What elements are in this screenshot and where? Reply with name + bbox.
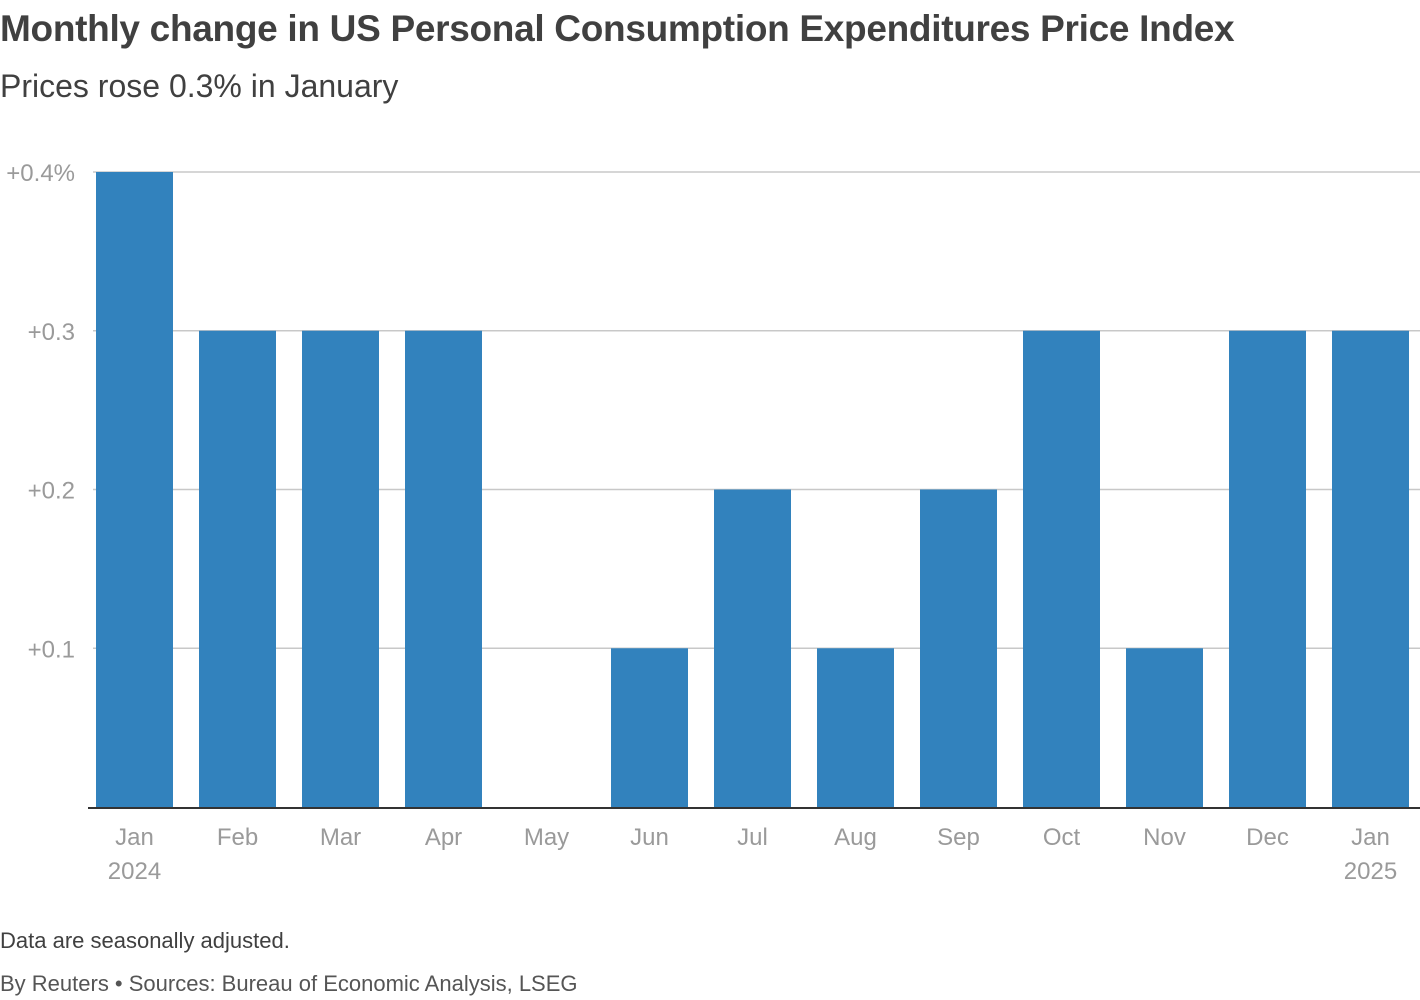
x-tick-label: 2024	[108, 858, 161, 885]
x-tick-label: Oct	[1043, 824, 1081, 851]
x-tick-label: Jan	[115, 824, 154, 851]
chart-subtitle: Prices rose 0.3% in January	[0, 68, 399, 104]
x-tick-label: Jan	[1351, 824, 1390, 851]
x-tick-label: 2025	[1344, 858, 1397, 885]
bars	[96, 172, 1409, 807]
bar	[1229, 330, 1306, 807]
y-tick-label: +0.2	[28, 478, 75, 505]
x-tick-label: Apr	[425, 824, 462, 851]
y-axis-tick-labels: +0.4% +0.3 +0.2 +0.1	[6, 160, 75, 663]
bar	[96, 172, 173, 807]
y-tick-label: +0.4%	[6, 160, 75, 187]
bar	[302, 330, 379, 807]
bar	[199, 330, 276, 807]
source-credit: By Reuters • Sources: Bureau of Economic…	[0, 971, 578, 996]
x-tick-label: Dec	[1246, 824, 1289, 851]
x-tick-label: Jul	[737, 824, 768, 851]
footnote: Data are seasonally adjusted.	[0, 928, 290, 953]
bar	[1332, 330, 1409, 807]
bar	[714, 489, 791, 807]
bar	[1126, 648, 1203, 807]
x-tick-label: Mar	[320, 824, 361, 851]
x-tick-label: Sep	[937, 824, 980, 851]
chart-title: Monthly change in US Personal Consumptio…	[0, 8, 1235, 49]
x-tick-label: May	[524, 824, 569, 851]
x-tick-label: Nov	[1143, 824, 1186, 851]
bar	[920, 489, 997, 807]
bar-chart: +0.4% +0.3 +0.2 +0.1 Jan 2024 Feb Mar Apr May Jun…	[6, 160, 1420, 885]
x-tick-label: Feb	[217, 824, 258, 851]
y-tick-label: +0.3	[28, 319, 75, 346]
bar	[405, 330, 482, 807]
x-axis-tick-labels: Jan 2024 Feb Mar Apr May Jun Jul Aug Sep Oct Nov Dec…	[108, 824, 1397, 885]
x-tick-label: Jun	[630, 824, 669, 851]
bar	[1023, 330, 1100, 807]
x-tick-label: Aug	[834, 824, 877, 851]
y-tick-label: +0.1	[28, 636, 75, 663]
bar	[611, 648, 688, 807]
bar	[817, 648, 894, 807]
